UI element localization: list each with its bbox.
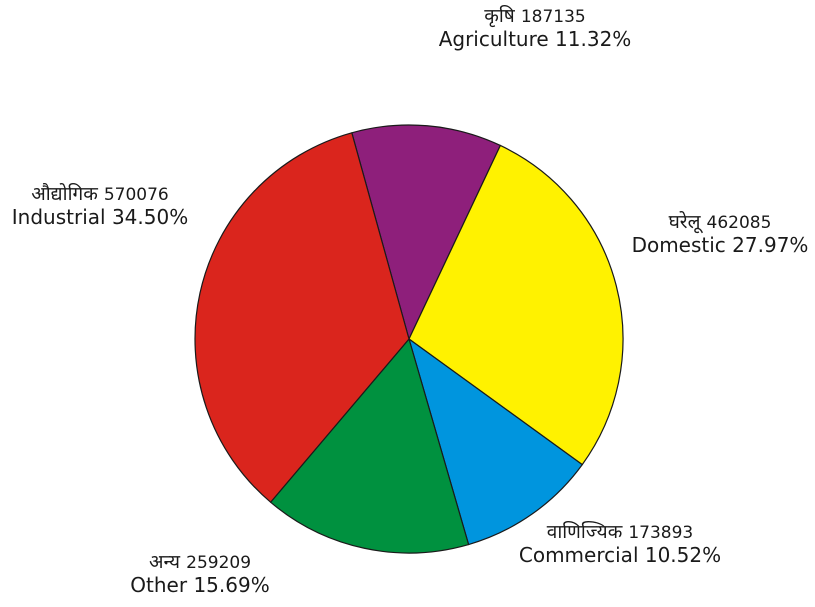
label-agriculture-value: 187135 (520, 7, 586, 27)
label-domestic-hindi: घरेलू (668, 211, 701, 233)
label-commercial: वाणिज्यिक 173893 Commercial 10.52% (510, 521, 730, 567)
label-other-hindi: अन्य (148, 551, 181, 573)
slice-domestic (408, 144, 624, 466)
label-commercial-value: 173893 (628, 523, 694, 543)
label-agriculture-name: Agriculture (438, 26, 549, 51)
label-industrial-hindi: औद्योगिक (31, 183, 98, 205)
slice-other (269, 338, 470, 554)
label-commercial-hindi: वाणिज्यिक (546, 521, 623, 543)
label-other-value: 259209 (186, 553, 252, 573)
label-domestic: घरेलू 462085 Domestic 27.97% (625, 211, 815, 257)
label-commercial-name: Commercial (518, 542, 639, 567)
label-agriculture-percent: 11.32% (555, 26, 632, 51)
label-agriculture-hindi: कृषि (484, 5, 515, 27)
label-commercial-percent: 10.52% (644, 542, 722, 567)
label-other: अन्य 259209 Other 15.69% (115, 551, 285, 597)
label-domestic-name: Domestic (631, 232, 726, 257)
label-other-percent: 15.69% (193, 572, 270, 597)
label-agriculture: कृषि 187135 Agriculture 11.32% (430, 5, 640, 51)
pie-slices (194, 124, 624, 554)
label-industrial-name: Industrial (11, 204, 106, 229)
label-industrial-percent: 34.50% (111, 204, 189, 229)
slice-commercial (408, 338, 583, 546)
label-industrial-value: 570076 (103, 185, 169, 205)
slice-industrial (194, 132, 410, 503)
slice-agriculture (351, 124, 501, 340)
label-industrial: औद्योगिक 570076 Industrial 34.50% (2, 183, 198, 229)
label-other-name: Other (130, 572, 188, 597)
label-domestic-value: 462085 (706, 213, 772, 233)
label-domestic-percent: 27.97% (732, 232, 809, 257)
